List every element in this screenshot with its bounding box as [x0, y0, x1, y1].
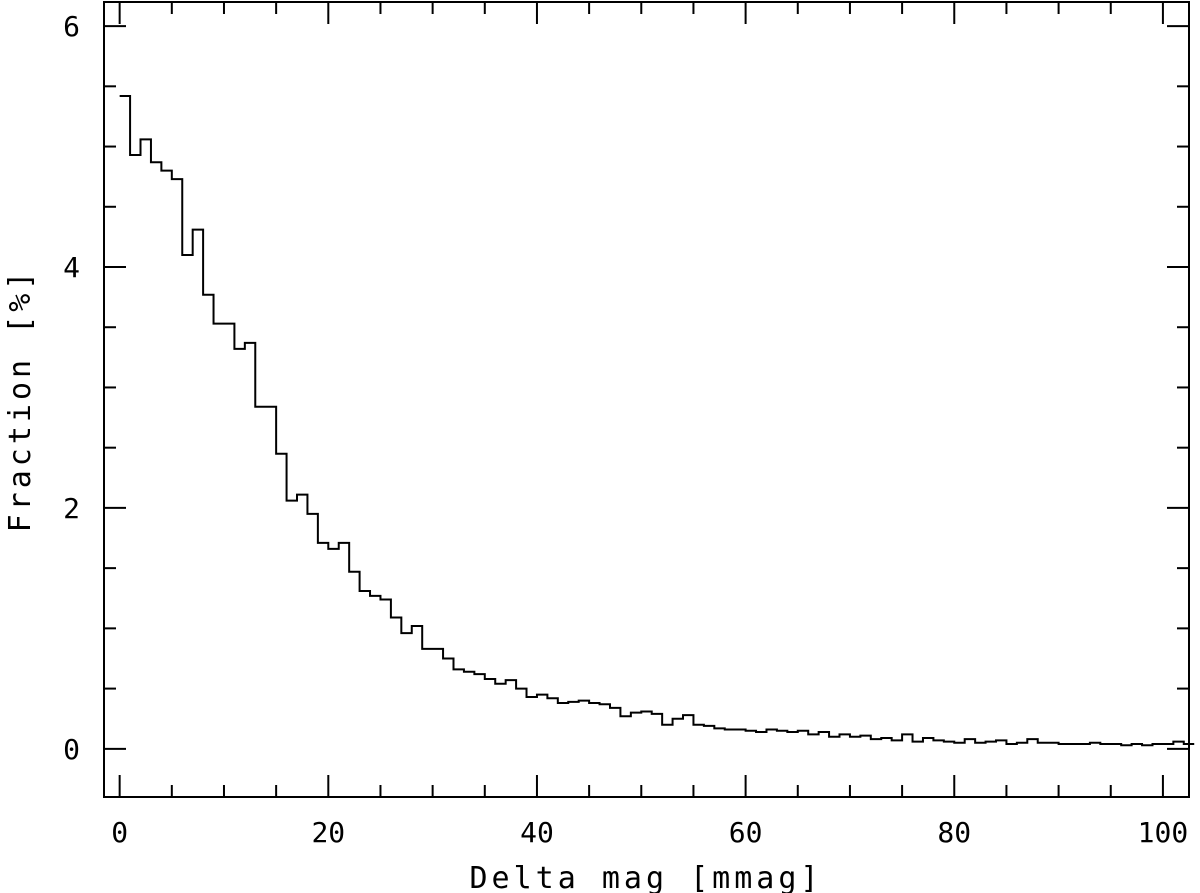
- x-tick-label: 0: [111, 816, 128, 849]
- x-axis-label: Delta mag [mmag]: [470, 861, 823, 893]
- x-tick-label: 100: [1138, 816, 1189, 849]
- y-tick-label: 2: [63, 492, 80, 525]
- y-axis-label: Fraction [%]: [3, 268, 38, 533]
- x-tick-label: 20: [311, 816, 345, 849]
- plot-frame: [103, 1, 1190, 798]
- axis-ticks: [104, 2, 1189, 797]
- y-tick-label: 4: [63, 251, 80, 284]
- x-tick-label: 40: [520, 816, 554, 849]
- x-tick-label: 60: [729, 816, 763, 849]
- y-tick-label: 6: [63, 10, 80, 43]
- x-tick-label: 80: [937, 816, 971, 849]
- tick-labels: 0 20 40 60 80 100 0 2 4 6: [63, 10, 1188, 849]
- histogram-series: [119, 94, 1195, 747]
- y-tick-label: 0: [63, 733, 80, 766]
